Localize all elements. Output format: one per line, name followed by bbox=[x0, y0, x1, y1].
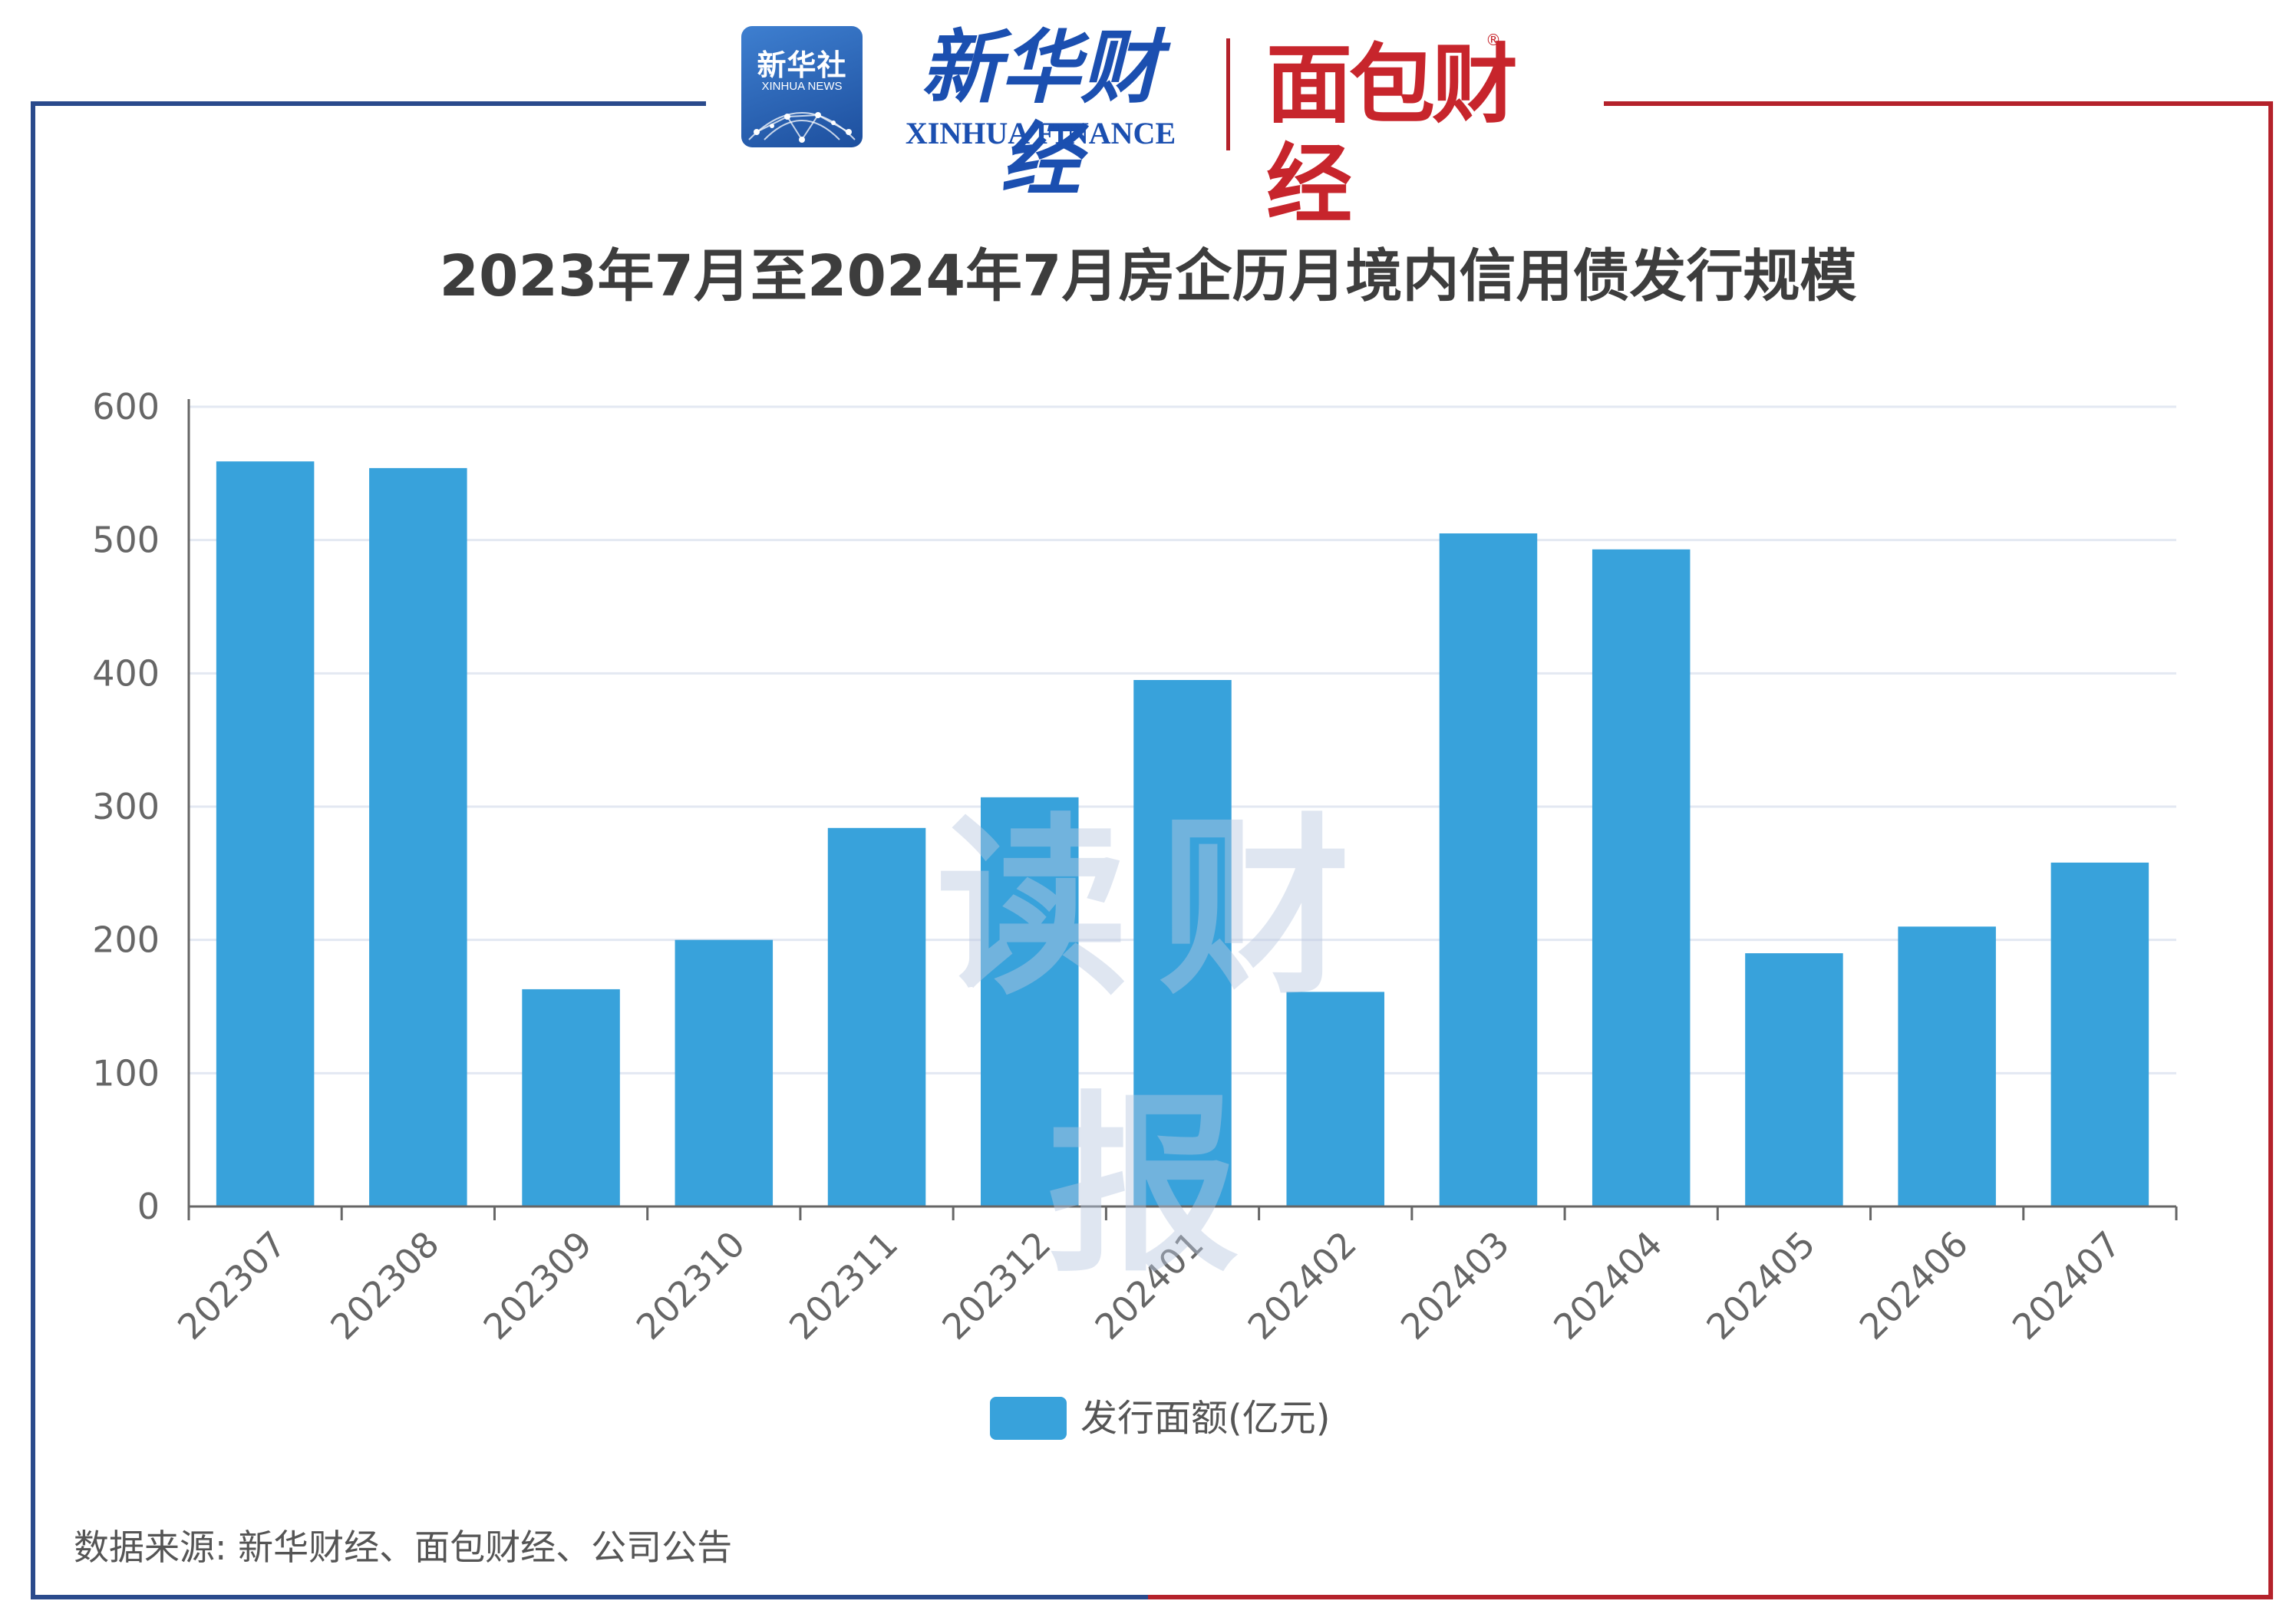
x-tick-label: 202403 bbox=[1393, 1223, 1517, 1348]
x-tick-label: 202307 bbox=[170, 1223, 294, 1348]
bar-202407 bbox=[2050, 862, 2149, 1206]
data-source-note: 数据来源: 新华财经、面包财经、公司公告 bbox=[74, 1527, 733, 1568]
frame-top-left-border bbox=[31, 101, 706, 106]
x-tick-label: 202312 bbox=[934, 1223, 1058, 1348]
frame-top-right-border bbox=[1604, 101, 2273, 106]
x-tick-label: 202311 bbox=[781, 1223, 906, 1348]
y-tick-label: 500 bbox=[92, 520, 160, 561]
bar-202307 bbox=[216, 461, 315, 1206]
y-tick-label: 400 bbox=[92, 652, 160, 694]
legend-label: 发行面额(亿元) bbox=[1080, 1397, 1330, 1440]
logo-divider bbox=[1226, 38, 1230, 150]
legend-swatch bbox=[990, 1397, 1067, 1440]
chart-title: 2023年7月至2024年7月房企历月境内信用债发行规模 bbox=[439, 243, 1857, 309]
y-tick-label: 600 bbox=[92, 386, 160, 427]
registered-mark: ® bbox=[1486, 31, 1501, 49]
x-tick-label: 202401 bbox=[1087, 1223, 1211, 1348]
frame-right-border bbox=[2268, 101, 2273, 1599]
bar-202308 bbox=[369, 467, 467, 1206]
grid-layer bbox=[189, 405, 2176, 1074]
x-tick-label: 202404 bbox=[1546, 1223, 1670, 1348]
frame-bottom-right-border bbox=[1148, 1595, 2273, 1599]
bar-202405 bbox=[1745, 953, 1843, 1206]
bar-202404 bbox=[1592, 549, 1691, 1206]
network-globe-icon bbox=[748, 112, 856, 143]
mianbao-finance-logo: 面包财经 bbox=[1266, 35, 1518, 235]
bar-202310 bbox=[675, 939, 774, 1206]
x-tick-label: 202310 bbox=[628, 1223, 753, 1348]
x-tick-label: 202407 bbox=[2004, 1223, 2129, 1348]
x-tick-label: 202309 bbox=[475, 1223, 599, 1348]
bar-202401 bbox=[1133, 680, 1232, 1206]
xinhua-finance-logo: 新华财经 XINHUA FINANCE bbox=[895, 21, 1186, 206]
bar-layer bbox=[216, 461, 2149, 1206]
bar-202402 bbox=[1286, 992, 1384, 1206]
bar-202403 bbox=[1439, 533, 1538, 1206]
bar-202311 bbox=[827, 827, 926, 1206]
x-tick-label: 202405 bbox=[1698, 1223, 1823, 1348]
y-tick-label: 0 bbox=[137, 1186, 160, 1227]
bar-202309 bbox=[522, 989, 620, 1206]
x-tick-label: 202406 bbox=[1852, 1223, 1976, 1348]
xinhua-badge-en-text: XINHUA NEWS bbox=[761, 80, 843, 93]
frame-bottom-left-border bbox=[31, 1595, 1148, 1599]
frame-left-border bbox=[31, 101, 35, 1599]
y-tick-label: 200 bbox=[92, 919, 160, 961]
x-tick-label: 202402 bbox=[1240, 1223, 1364, 1348]
y-tick-label: 300 bbox=[92, 786, 160, 827]
y-tick-label: 100 bbox=[92, 1052, 160, 1094]
xinhua-finance-cn-text: 新华财经 bbox=[920, 20, 1160, 206]
bar-202312 bbox=[981, 797, 1079, 1206]
legend: 发行面额(亿元) bbox=[990, 1397, 1330, 1440]
xinhua-news-logo: 新华社 XINHUA NEWS bbox=[741, 26, 863, 147]
bar-202406 bbox=[1898, 926, 1996, 1206]
x-tick-label: 202308 bbox=[322, 1223, 447, 1348]
xinhua-finance-en-text: XINHUA FINANCE bbox=[905, 116, 1176, 150]
xinhua-badge-cn-text: 新华社 bbox=[757, 48, 847, 82]
